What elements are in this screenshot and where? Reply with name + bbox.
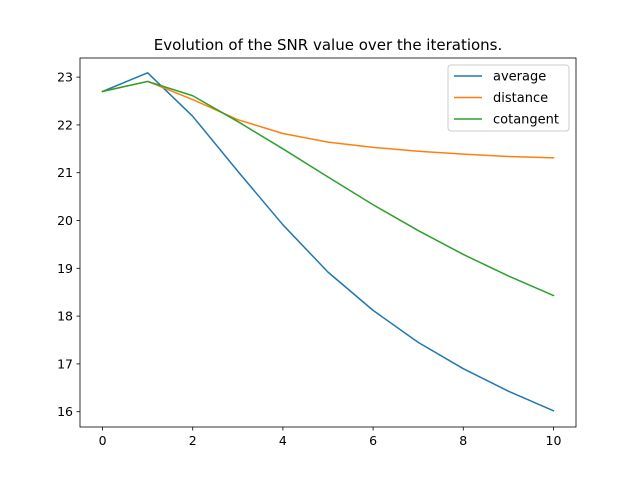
x-tick-label: 8 (459, 433, 467, 448)
series-line-distance (101, 80, 555, 159)
y-tick-label: 17 (57, 356, 73, 371)
x-tick-label: 10 (546, 433, 562, 448)
y-tick-label: 19 (57, 261, 73, 276)
x-tick-label: 4 (279, 433, 287, 448)
legend-box (447, 64, 570, 132)
y-tick-label: 20 (57, 213, 73, 228)
x-tick-label: 0 (99, 433, 107, 448)
series-line-cotangent (101, 80, 555, 297)
legend-label-distance: distance (493, 91, 548, 106)
x-tick-label: 6 (369, 433, 377, 448)
legend: average distance cotangent (447, 64, 570, 132)
y-tick-label: 23 (57, 70, 73, 85)
axes: 0 2 4 6 8 10 16 17 18 19 20 21 22 23 (57, 57, 577, 448)
y-tick-label: 16 (57, 404, 73, 419)
legend-label-average: average (493, 70, 546, 85)
plot-frame (79, 57, 577, 428)
legend-label-cotangent: cotangent (493, 113, 559, 128)
x-tick-label: 2 (189, 433, 197, 448)
y-tick-label: 22 (57, 117, 73, 132)
y-tick-label: 18 (57, 309, 73, 324)
chart-title: Evolution of the SNR value over the iter… (154, 36, 503, 54)
series-line-average (101, 72, 555, 412)
series-layer (101, 72, 555, 412)
y-tick-label: 21 (57, 165, 73, 180)
